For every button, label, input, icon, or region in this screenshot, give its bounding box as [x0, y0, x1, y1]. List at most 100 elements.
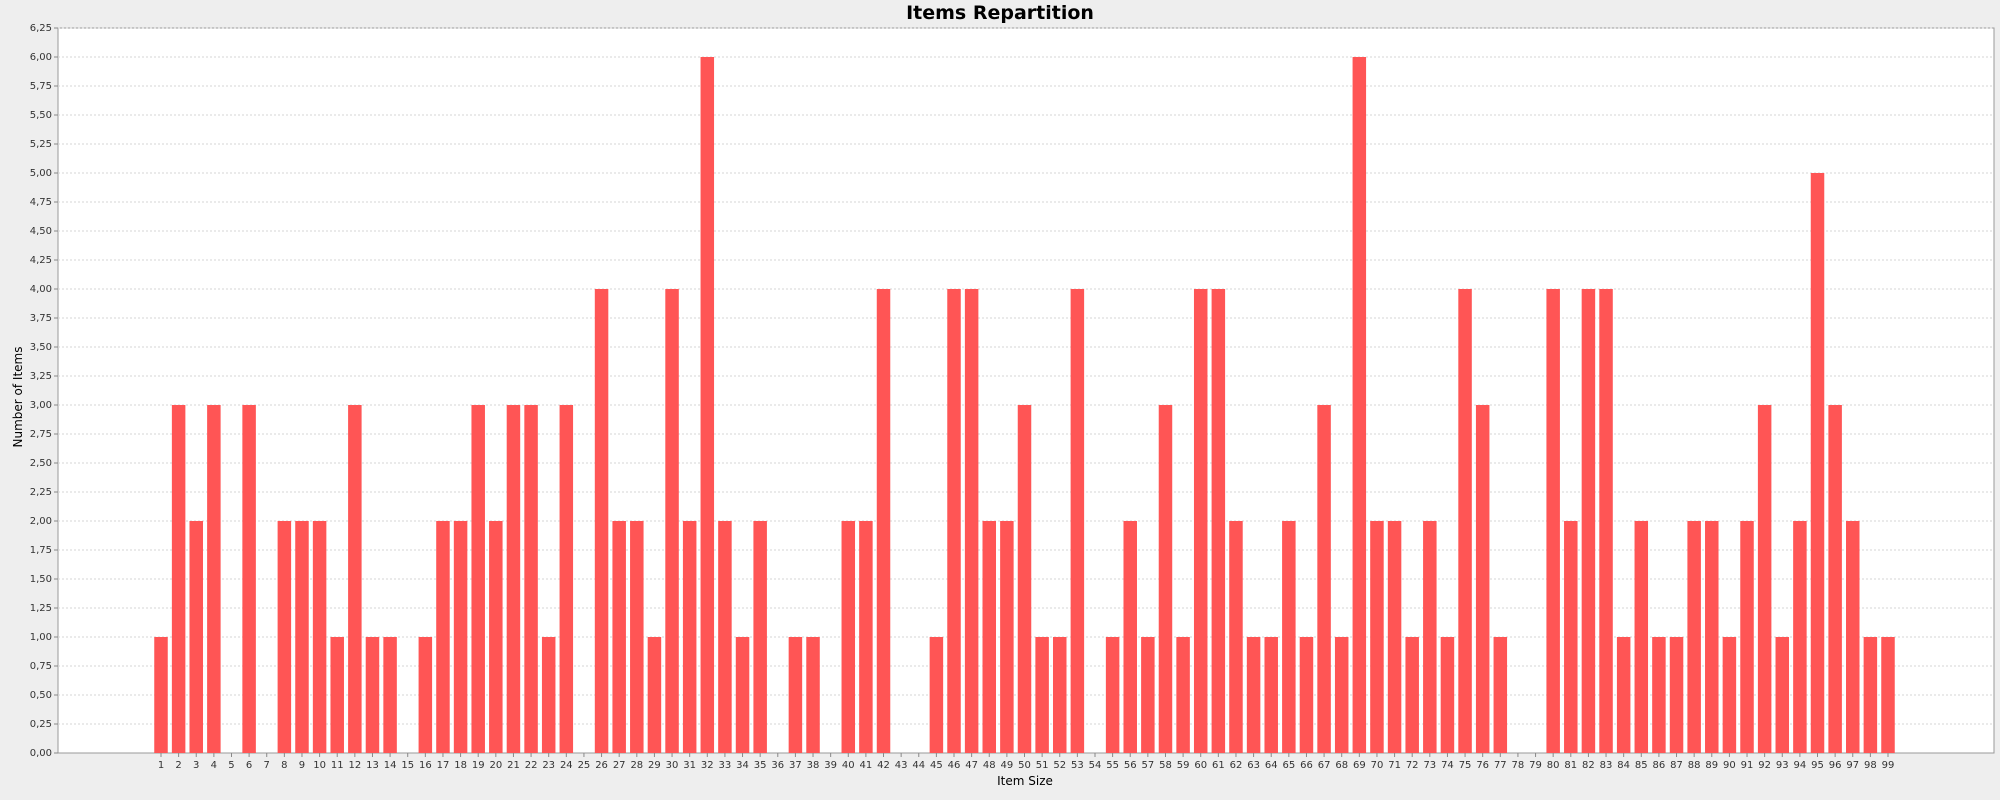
- bar-91: [1740, 521, 1754, 753]
- x-tick-label: 38: [807, 760, 820, 771]
- x-tick-label: 95: [1811, 760, 1824, 771]
- x-tick-label: 33: [719, 760, 732, 771]
- bar-82: [1581, 289, 1596, 753]
- bar-26: [594, 289, 609, 753]
- x-tick-label: 93: [1776, 760, 1789, 771]
- x-tick-label: 27: [613, 760, 626, 771]
- bar-12: [348, 405, 362, 753]
- bar-55: [1105, 637, 1120, 753]
- bar-20: [489, 521, 503, 753]
- x-tick-label: 94: [1794, 760, 1807, 771]
- x-tick-label: 8: [281, 760, 287, 771]
- bar-94: [1793, 521, 1807, 753]
- x-tick-label: 62: [1230, 760, 1243, 771]
- y-tick-label: 1,25: [30, 603, 52, 614]
- x-tick-label: 61: [1212, 760, 1225, 771]
- y-tick-label: 0,75: [30, 661, 52, 672]
- x-tick-label: 5: [228, 760, 234, 771]
- bar-69: [1352, 57, 1367, 753]
- x-tick-label: 3: [193, 760, 199, 771]
- bar-75: [1458, 289, 1472, 753]
- bar-8: [277, 521, 292, 753]
- bar-73: [1423, 521, 1437, 753]
- x-tick-label: 66: [1300, 760, 1313, 771]
- x-tick-label: 84: [1617, 760, 1630, 771]
- bar-37: [788, 637, 803, 753]
- x-tick-label: 36: [771, 760, 784, 771]
- y-tick-label: 2,75: [30, 429, 52, 440]
- x-tick-label: 80: [1547, 760, 1560, 771]
- x-tick-label: 20: [489, 760, 502, 771]
- bar-85: [1634, 521, 1649, 753]
- bar-51: [1035, 637, 1049, 753]
- x-tick-label: 18: [454, 760, 467, 771]
- x-tick-label: 88: [1688, 760, 1701, 771]
- x-tick-label: 55: [1106, 760, 1119, 771]
- x-tick-label: 46: [948, 760, 961, 771]
- x-tick-label: 79: [1529, 760, 1542, 771]
- x-tick-label: 77: [1494, 760, 1507, 771]
- bar-52: [1052, 637, 1067, 753]
- bar-21: [506, 405, 521, 753]
- bar-22: [524, 405, 538, 753]
- x-tick-label: 4: [211, 760, 217, 771]
- bar-35: [753, 521, 767, 753]
- x-tick-label: 81: [1564, 760, 1577, 771]
- y-tick-label: 5,00: [30, 168, 52, 179]
- x-tick-label: 32: [701, 760, 714, 771]
- bar-50: [1017, 405, 1032, 753]
- bar-47: [964, 289, 979, 753]
- x-tick-label: 41: [860, 760, 873, 771]
- x-tick-label: 68: [1335, 760, 1348, 771]
- x-tick-label: 16: [419, 760, 432, 771]
- bar-68: [1334, 637, 1349, 753]
- x-tick-label: 64: [1265, 760, 1278, 771]
- bar-56: [1123, 521, 1137, 753]
- bar-96: [1828, 405, 1842, 753]
- x-tick-label: 47: [965, 760, 978, 771]
- y-tick-label: 0,25: [30, 719, 52, 730]
- y-tick-label: 3,00: [30, 400, 52, 411]
- y-tick-label: 4,50: [30, 226, 52, 237]
- x-tick-label: 74: [1441, 760, 1454, 771]
- x-tick-label: 65: [1282, 760, 1295, 771]
- x-tick-label: 91: [1741, 760, 1754, 771]
- bar-76: [1475, 405, 1490, 753]
- bar-83: [1599, 289, 1613, 753]
- x-tick-label: 48: [983, 760, 996, 771]
- x-tick-label: 72: [1406, 760, 1419, 771]
- x-tick-label: 12: [348, 760, 361, 771]
- bar-17: [436, 521, 450, 753]
- bar-90: [1722, 637, 1737, 753]
- bar-9: [295, 521, 309, 753]
- y-tick-label: 1,00: [30, 632, 52, 643]
- bar-33: [718, 521, 732, 753]
- bar-77: [1493, 637, 1508, 753]
- x-tick-label: 99: [1882, 760, 1895, 771]
- bar-63: [1246, 637, 1261, 753]
- bar-49: [1000, 521, 1014, 753]
- bar-62: [1229, 521, 1243, 753]
- bar-80: [1546, 289, 1560, 753]
- bar-31: [682, 521, 697, 753]
- bar-10: [312, 521, 327, 753]
- bar-89: [1705, 521, 1719, 753]
- x-tick-label: 97: [1846, 760, 1859, 771]
- x-tick-label: 85: [1635, 760, 1648, 771]
- x-tick-label: 39: [824, 760, 837, 771]
- x-tick-label: 10: [313, 760, 326, 771]
- y-tick-label: 5,25: [30, 139, 52, 150]
- x-tick-label: 63: [1247, 760, 1260, 771]
- bar-97: [1846, 521, 1860, 753]
- x-tick-label: 89: [1705, 760, 1718, 771]
- x-tick-label: 57: [1141, 760, 1154, 771]
- x-tick-label: 45: [930, 760, 943, 771]
- bar-3: [189, 521, 203, 753]
- x-tick-label: 67: [1318, 760, 1331, 771]
- x-tick-label: 1: [158, 760, 164, 771]
- bar-46: [947, 289, 961, 753]
- bar-53: [1070, 289, 1085, 753]
- x-tick-label: 49: [1001, 760, 1014, 771]
- y-tick-label: 6,25: [30, 23, 52, 34]
- bar-45: [929, 637, 944, 753]
